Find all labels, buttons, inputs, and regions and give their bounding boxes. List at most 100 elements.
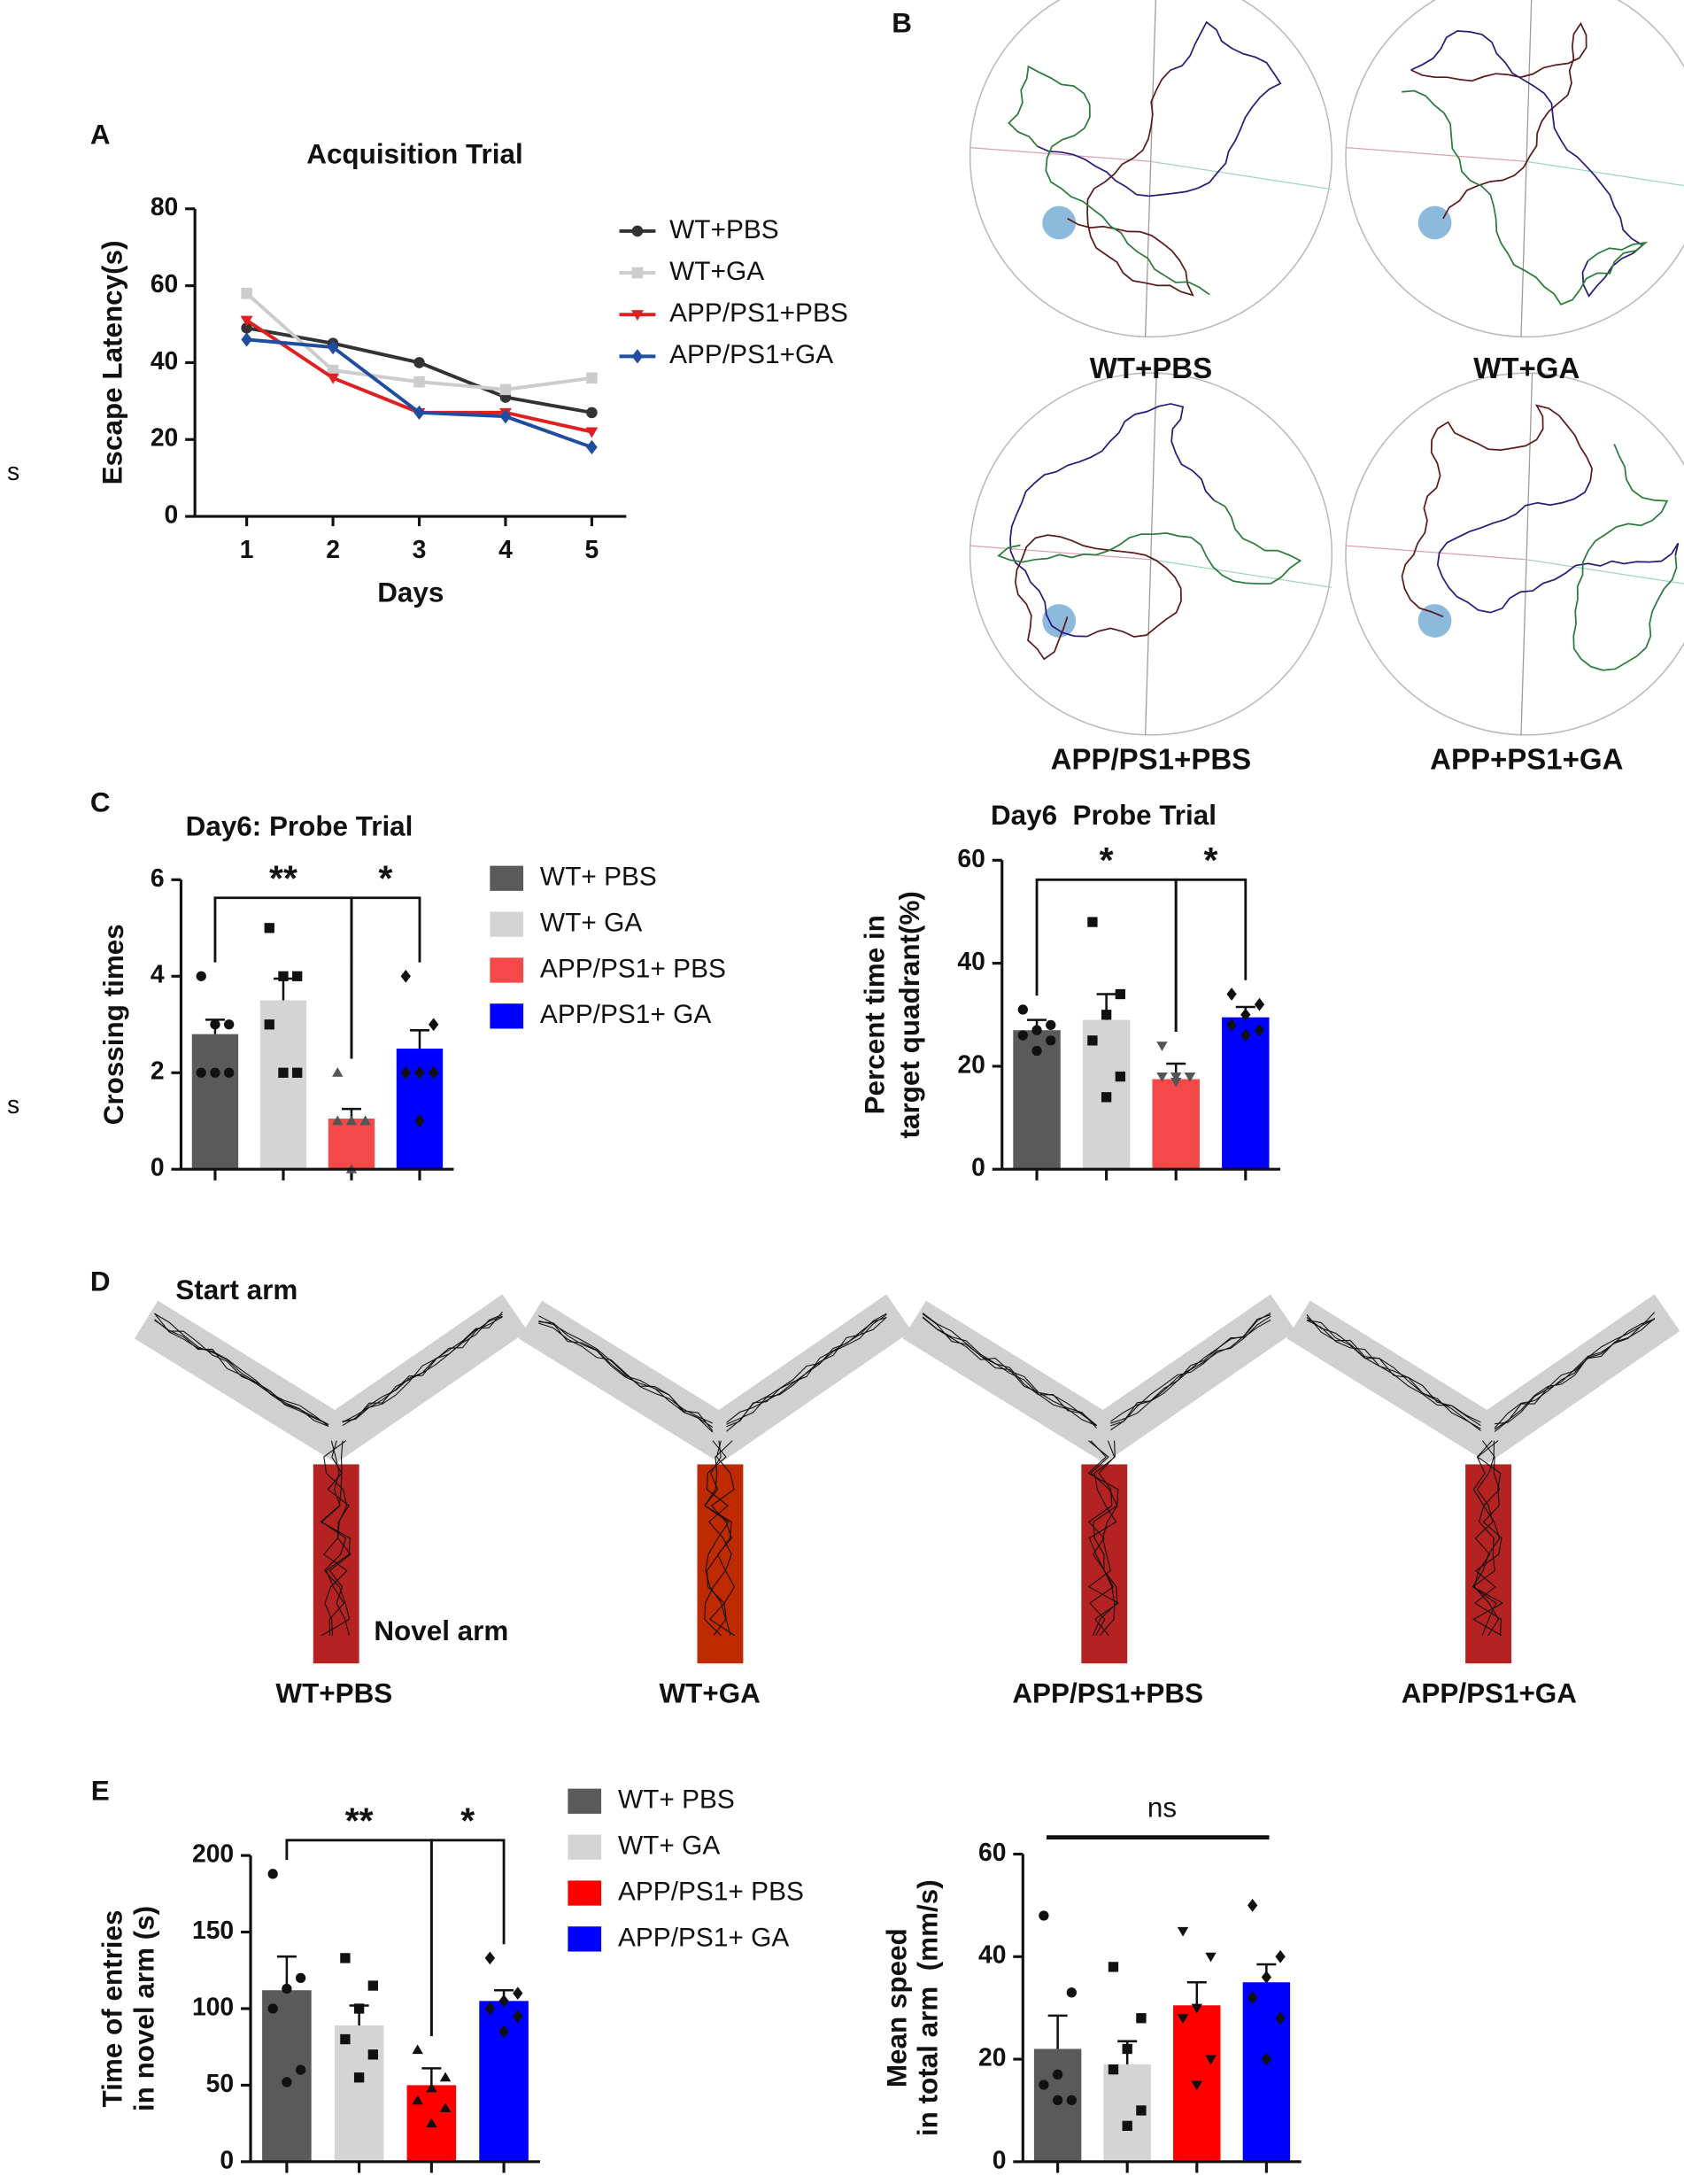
legend-label: WT+ PBS bbox=[618, 1785, 735, 1815]
series-line bbox=[245, 291, 592, 391]
significance-label: * bbox=[460, 1801, 475, 1841]
legend-label: WT+GA bbox=[669, 257, 764, 286]
marker bbox=[484, 2002, 496, 2016]
marker bbox=[340, 1953, 351, 1963]
significance-label: ** bbox=[345, 1801, 374, 1841]
marker bbox=[1170, 1077, 1182, 1088]
mouse-track bbox=[1088, 1440, 1117, 1637]
mouse-track bbox=[1110, 1314, 1271, 1422]
marker bbox=[1136, 2105, 1147, 2116]
marker bbox=[439, 2072, 452, 2082]
mouse-track bbox=[323, 1440, 351, 1636]
marker bbox=[332, 1067, 344, 1077]
mouse-track bbox=[704, 1440, 735, 1637]
bar bbox=[1222, 1017, 1270, 1170]
legend-swatch bbox=[490, 865, 524, 891]
y-tick-label: 0 bbox=[971, 1153, 985, 1181]
panel-label: A bbox=[90, 119, 111, 150]
chart-title: Acquisition Trial bbox=[306, 138, 522, 169]
marker bbox=[241, 332, 252, 347]
marker bbox=[353, 2072, 365, 2083]
marker bbox=[210, 1067, 220, 1078]
y-tick-label: 40 bbox=[151, 346, 178, 375]
marker bbox=[1052, 2069, 1063, 2080]
marker bbox=[426, 2118, 437, 2128]
y-tick-label: 50 bbox=[206, 2069, 234, 2097]
y-maze bbox=[134, 1294, 528, 1664]
y-tick-label: 60 bbox=[151, 269, 178, 298]
platform bbox=[1417, 604, 1452, 638]
mouse-track bbox=[538, 1315, 714, 1431]
x-tick-label: 3 bbox=[413, 535, 427, 563]
y-maze bbox=[1286, 1294, 1680, 1664]
y-tick-label: 4 bbox=[151, 960, 165, 988]
y-axis-label: in novel arm (s) bbox=[128, 1906, 159, 2111]
maze-stem bbox=[697, 1464, 744, 1664]
marker bbox=[292, 1067, 303, 1078]
marker bbox=[327, 373, 339, 384]
marker bbox=[426, 2082, 437, 2093]
mouse-track bbox=[726, 1314, 887, 1432]
y-tick-label: 20 bbox=[978, 2043, 1006, 2072]
arm-label: Start arm bbox=[175, 1274, 297, 1305]
marker bbox=[1046, 1035, 1056, 1046]
marker bbox=[1254, 997, 1265, 1011]
maze-label: APP/PS1+GA bbox=[1402, 1678, 1577, 1709]
legend-swatch bbox=[490, 1003, 524, 1029]
swim-path bbox=[1009, 403, 1215, 638]
marker bbox=[367, 1980, 378, 1991]
marker bbox=[1191, 2080, 1203, 2091]
legend-swatch bbox=[568, 1788, 602, 1814]
y-axis-label: Mean speed bbox=[882, 1928, 913, 2087]
marker bbox=[1046, 1019, 1056, 1031]
marker bbox=[1039, 1910, 1049, 1921]
marker bbox=[439, 2103, 452, 2112]
marker bbox=[295, 2064, 306, 2075]
legend-label: WT+ GA bbox=[618, 1832, 720, 1861]
margin-mark: s bbox=[7, 1090, 19, 1119]
marker bbox=[1177, 1926, 1189, 1937]
legend-label: APP/PS1+GA bbox=[669, 340, 833, 369]
bar bbox=[1242, 1982, 1291, 2162]
y-axis-label: Crossing times bbox=[98, 924, 129, 1125]
marker bbox=[1087, 1035, 1098, 1046]
marker bbox=[1017, 1004, 1028, 1015]
mouse-track bbox=[1494, 1312, 1656, 1430]
legend-swatch bbox=[568, 1926, 602, 1952]
y-tick-label: 6 bbox=[151, 864, 165, 892]
legend-marker bbox=[631, 225, 644, 237]
mouse-track bbox=[154, 1320, 329, 1427]
error-bar bbox=[421, 2067, 442, 2086]
maze-arms bbox=[518, 1294, 912, 1464]
maze-label: APP/PS1+PBS bbox=[1051, 742, 1252, 775]
marker bbox=[586, 372, 598, 384]
marker bbox=[210, 1019, 220, 1030]
marker bbox=[327, 364, 339, 376]
marker bbox=[240, 315, 253, 327]
legend-label: APP/PS1+ GA bbox=[540, 1000, 711, 1029]
bar bbox=[334, 2025, 384, 2162]
marker bbox=[1031, 1045, 1042, 1057]
panel-label: C bbox=[90, 787, 111, 818]
legend-swatch bbox=[568, 1880, 602, 1906]
marker bbox=[1017, 1030, 1028, 1041]
marker bbox=[327, 339, 339, 355]
maze-stem bbox=[1465, 1464, 1511, 1664]
pool bbox=[1345, 0, 1684, 338]
pool-axis bbox=[1526, 160, 1684, 187]
pool bbox=[1345, 372, 1684, 736]
marker bbox=[224, 1019, 235, 1030]
mouse-track bbox=[1473, 1440, 1502, 1636]
arm-label: Novel arm bbox=[374, 1615, 508, 1646]
marker bbox=[586, 439, 598, 455]
marker bbox=[1177, 2014, 1189, 2024]
significance-label: * bbox=[1204, 840, 1218, 880]
mouse-track bbox=[1306, 1320, 1481, 1423]
mouse-track bbox=[1494, 1318, 1656, 1429]
marker bbox=[413, 405, 425, 421]
marker bbox=[282, 1983, 292, 1994]
swim-path bbox=[997, 500, 1302, 585]
water-maze-track bbox=[1345, 372, 1684, 736]
legend-label: APP/PS1+ PBS bbox=[540, 954, 726, 983]
